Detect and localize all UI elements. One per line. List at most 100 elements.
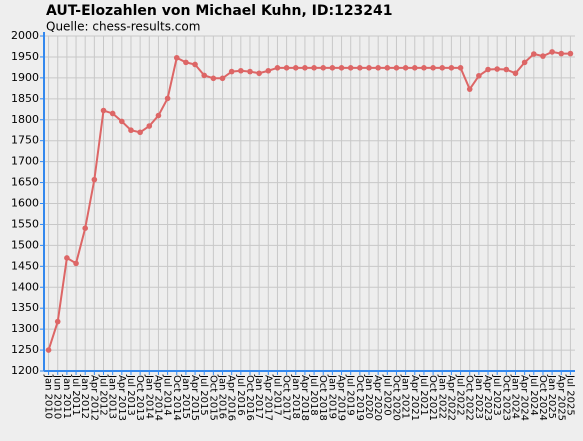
y-tick-label: 1700 xyxy=(11,155,39,168)
point xyxy=(238,67,244,74)
series-line xyxy=(47,50,571,351)
point xyxy=(137,129,143,136)
chart-subtitle: Quelle: chess-results.com xyxy=(46,20,200,34)
x-tick-label: Oct 2024 xyxy=(537,375,548,421)
point xyxy=(265,67,272,74)
x-tick-label: Jan 2014 xyxy=(143,374,154,419)
point xyxy=(164,95,171,102)
x-tick-label: Jul 2013 xyxy=(125,374,136,416)
point xyxy=(448,65,455,71)
point xyxy=(549,49,555,55)
x-tick-label: Jul 2012 xyxy=(98,374,109,416)
point xyxy=(146,123,153,129)
x-tick-label: Jan 2017 xyxy=(253,374,264,419)
x-tick-label: Jan 2022 xyxy=(436,374,447,419)
x-tick-label: Apr 2015 xyxy=(189,375,200,421)
x-tick-label: Apr 2022 xyxy=(445,375,456,421)
point xyxy=(329,65,336,71)
x-tick-label: Jun 2010 xyxy=(52,374,63,419)
x-tick-label: Oct 2022 xyxy=(464,375,475,421)
x-tick-label: Jul 2015 xyxy=(198,374,209,416)
x-tick-label: Jul 2011 xyxy=(70,374,81,416)
x-tick-label: Apr 2016 xyxy=(226,375,237,421)
x-tick-label: Apr 2012 xyxy=(88,375,99,421)
x-tick-label: Apr 2023 xyxy=(482,375,493,421)
x-tick-label: Oct 2017 xyxy=(281,375,292,421)
x-tick-label: Jul 2023 xyxy=(491,374,502,416)
y-tick-label: 1400 xyxy=(11,280,39,293)
x-tick-label: Oct 2016 xyxy=(244,375,255,421)
point xyxy=(320,65,327,71)
point xyxy=(82,225,88,232)
point xyxy=(421,65,427,71)
point xyxy=(430,65,436,71)
point xyxy=(485,66,491,73)
chart-title: AUT-Elozahlen von Michael Kuhn, ID:12324… xyxy=(46,3,393,19)
x-tick-label: Apr 2018 xyxy=(299,375,310,421)
point xyxy=(476,72,482,79)
point xyxy=(402,65,409,71)
point xyxy=(567,50,574,57)
point xyxy=(54,318,61,325)
x-tick-label: Jan 2019 xyxy=(326,374,337,419)
point xyxy=(347,65,354,71)
point xyxy=(283,65,290,71)
point xyxy=(366,65,372,71)
point xyxy=(119,118,125,125)
x-tick-label: Jan 2016 xyxy=(217,374,228,419)
point xyxy=(384,65,391,71)
x-tick-label: Jan 2021 xyxy=(400,374,411,419)
point xyxy=(521,59,528,66)
point xyxy=(302,65,308,71)
point xyxy=(439,65,446,71)
x-tick-label: Oct 2018 xyxy=(317,375,328,421)
x-tick-label: Jul 2024 xyxy=(528,374,539,416)
x-tick-label: Oct 2019 xyxy=(354,375,365,421)
point xyxy=(219,75,226,82)
point xyxy=(228,68,235,75)
x-tick-label: Jul 2018 xyxy=(308,374,319,416)
x-tick-label: Jan 2011 xyxy=(61,374,72,419)
x-tick-label: Apr 2013 xyxy=(116,375,127,421)
x-tick-label: Apr 2017 xyxy=(262,375,273,421)
point xyxy=(466,86,473,92)
x-tick-label: Apr 2014 xyxy=(152,375,163,421)
y-tick-label: 1250 xyxy=(11,343,39,356)
point xyxy=(457,65,464,71)
point xyxy=(201,72,208,79)
x-tick-label: Apr 2025 xyxy=(555,375,566,421)
x-tick-label: Jan 2020 xyxy=(363,374,374,419)
point xyxy=(247,68,253,75)
x-tick-label: Jul 2017 xyxy=(271,374,282,416)
x-tick-label: Jan 2010 xyxy=(43,374,54,419)
y-tick-label: 1300 xyxy=(11,322,39,335)
point xyxy=(73,260,79,267)
x-tick-label: Jul 2014 xyxy=(162,374,173,416)
point xyxy=(173,54,180,61)
y-tick-label: 1800 xyxy=(11,113,39,126)
y-tick-label: 1650 xyxy=(11,176,39,189)
x-tick-label: Jul 2021 xyxy=(418,374,429,416)
x-tick-label: Jul 2022 xyxy=(455,374,466,416)
x-tick-label: Oct 2021 xyxy=(427,375,438,421)
x-tick-label: Oct 2020 xyxy=(390,375,401,421)
point xyxy=(100,107,107,114)
point xyxy=(311,65,317,71)
y-tick-label: 1450 xyxy=(11,259,39,272)
point xyxy=(494,66,500,72)
point xyxy=(357,65,363,71)
y-tick-label: 1350 xyxy=(11,301,39,314)
point xyxy=(192,61,198,68)
x-tick-label: Apr 2021 xyxy=(409,375,420,421)
point xyxy=(210,75,217,82)
x-tick-label: Jan 2023 xyxy=(473,374,484,419)
x-tick-label: Apr 2019 xyxy=(336,375,347,421)
y-tick-label: 1900 xyxy=(11,71,39,84)
point xyxy=(128,127,134,134)
point xyxy=(512,70,519,77)
x-tick-label: Oct 2023 xyxy=(500,375,511,421)
y-tick-label: 1200 xyxy=(11,364,39,377)
point xyxy=(375,65,381,71)
